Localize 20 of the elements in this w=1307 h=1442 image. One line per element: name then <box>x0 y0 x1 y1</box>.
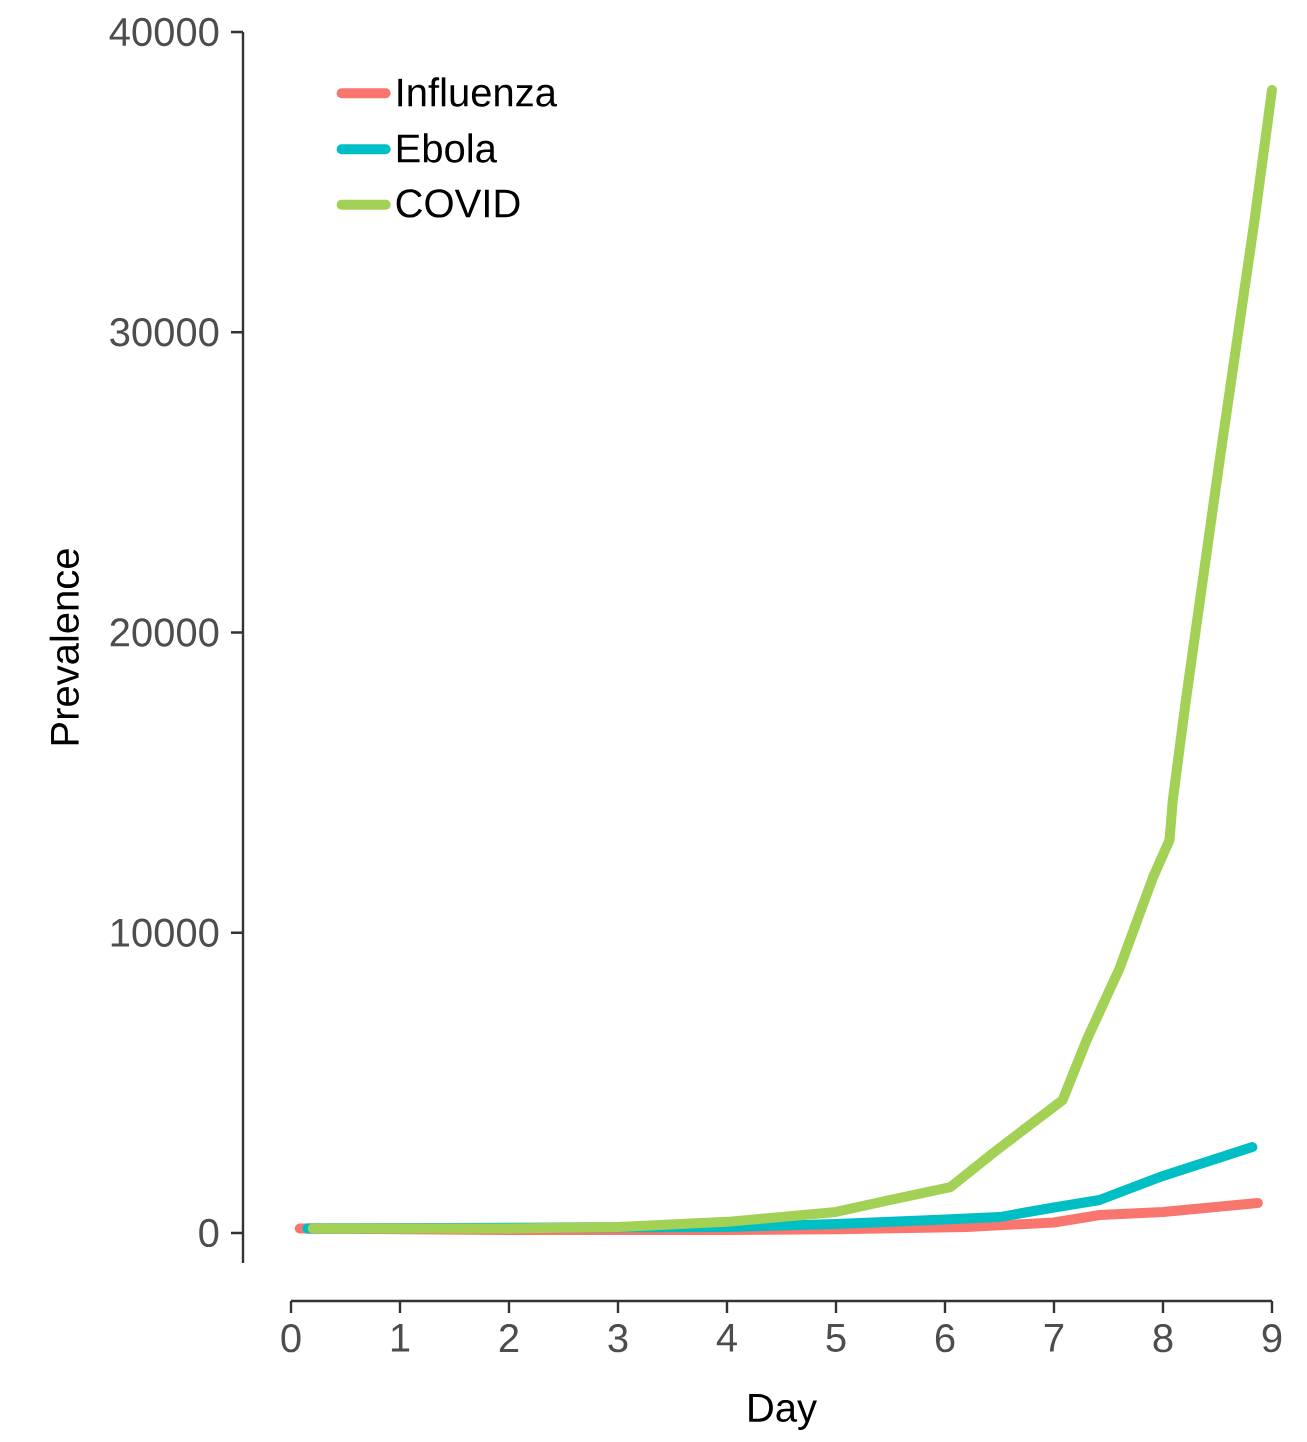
y-tick-label: 40000 <box>109 17 219 47</box>
y-tick-label: 10000 <box>111 918 219 947</box>
y-tick-label: 30000 <box>110 318 219 347</box>
x-tick-label: 5 <box>826 1324 846 1352</box>
legend-label: COVID <box>396 189 520 218</box>
x-tick-label: 7 <box>1044 1324 1064 1352</box>
x-tick-label: 0 <box>281 1324 301 1353</box>
y-axis-title: Prevalence <box>49 549 79 745</box>
x-tick-label: 2 <box>499 1324 519 1352</box>
x-tick-label: 8 <box>1153 1324 1173 1353</box>
x-tick-label: 4 <box>716 1324 737 1352</box>
x-tick-label: 6 <box>935 1324 955 1353</box>
legend-label: Ebola <box>397 133 497 163</box>
x-tick-label: 3 <box>608 1324 628 1353</box>
y-tick-label: 20000 <box>110 618 219 647</box>
y-tick-label: 0 <box>199 1218 219 1248</box>
legend-label: Influenza <box>398 77 557 107</box>
x-axis-title: Day <box>749 1394 817 1430</box>
x-tick-label: 9 <box>1262 1324 1282 1353</box>
x-tick-label: 1 <box>391 1324 410 1352</box>
